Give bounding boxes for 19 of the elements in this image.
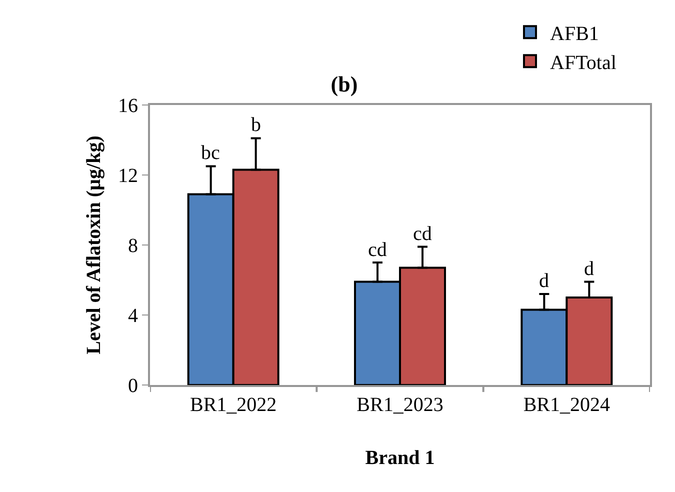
data-label: cd: [368, 239, 387, 261]
data-label: cd: [413, 223, 432, 245]
chart-title: (b): [330, 71, 358, 96]
y-tick-label: 8: [128, 235, 138, 257]
x-tick-label: BR1_2023: [356, 394, 444, 416]
data-label: bc: [201, 142, 220, 164]
legend-label: AFTotal: [550, 52, 617, 74]
x-tick-label: BR1_2024: [523, 394, 610, 416]
data-label: d: [584, 258, 594, 280]
y-tick-label: 4: [128, 305, 138, 327]
legend-label: AFB1: [550, 22, 599, 45]
x-tick-label: BR1_2022: [190, 394, 277, 416]
data-label: b: [251, 114, 261, 136]
data-label: d: [539, 270, 549, 292]
y-tick-label: 0: [128, 375, 138, 397]
y-tick-label: 16: [118, 95, 138, 117]
y-tick-label: 12: [118, 165, 138, 187]
x-axis-title: Brand 1: [365, 447, 435, 469]
y-axis-title: Level of Aflatoxin (µg/kg): [83, 136, 105, 354]
